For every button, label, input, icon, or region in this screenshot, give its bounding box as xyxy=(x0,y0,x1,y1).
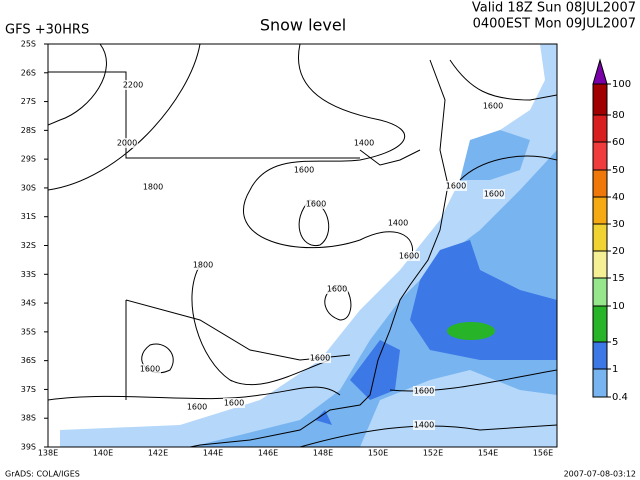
contour-label: 2000 xyxy=(117,139,137,148)
lat-label: 30S xyxy=(21,183,36,192)
colorbar-label: 10 xyxy=(612,301,625,312)
contour-label: 1800 xyxy=(193,261,213,270)
contour-label-bg xyxy=(398,251,420,261)
colorbar-swatch xyxy=(592,196,608,225)
contour-label: 1600 xyxy=(310,354,330,363)
contour-label: 1600 xyxy=(446,182,466,191)
colorbar-swatch xyxy=(592,83,608,116)
contour-label-bg xyxy=(186,402,208,412)
colorbar-label: 0.4 xyxy=(612,392,628,403)
contour-label-bg xyxy=(483,189,505,199)
contour-label-bg xyxy=(413,420,435,430)
lat-label: 28S xyxy=(21,126,36,135)
contour-label-bg xyxy=(122,80,144,90)
contour-label-bg xyxy=(116,138,138,148)
contour-label: 1600 xyxy=(224,399,244,408)
contour-label-bg xyxy=(223,398,245,408)
lat-label: 31S xyxy=(21,212,36,221)
contour-label: 1600 xyxy=(327,285,347,294)
contour-label-bg xyxy=(326,284,348,294)
contour-label-bg xyxy=(309,353,331,363)
software-credit: GrADS: COLA/IGES xyxy=(5,470,80,479)
colorbar-label: 50 xyxy=(612,165,625,176)
lat-label: 39S xyxy=(21,443,36,452)
lon-label: 148E xyxy=(313,449,333,458)
colorbar-label: 60 xyxy=(612,137,625,148)
valid-time: Valid 18Z Sun 08JUL2007 xyxy=(472,1,636,16)
contour-label-bg xyxy=(413,386,435,396)
lon-label: 144E xyxy=(203,449,223,458)
contour-label-bg xyxy=(445,181,467,191)
colorbar-swatch xyxy=(592,114,608,143)
contour-label-bg xyxy=(305,199,327,209)
contour-label: 1800 xyxy=(143,183,163,192)
lat-label: 27S xyxy=(21,97,36,106)
contour-label-bg xyxy=(353,138,375,148)
contour-label-bg xyxy=(142,182,164,192)
contour-label: 1600 xyxy=(399,252,419,261)
lon-label: 142E xyxy=(148,449,168,458)
contour-label-bg xyxy=(387,218,409,228)
colorbar-swatch xyxy=(592,368,608,398)
contour-label-bg xyxy=(293,165,315,175)
colorbar-swatch xyxy=(592,341,608,370)
colorbar: 100 80 60 50 40 30 20 15 10 5 1 0.4 xyxy=(592,58,631,403)
lon-label: 140E xyxy=(93,449,113,458)
lon-label: 146E xyxy=(258,449,278,458)
lat-label: 29S xyxy=(21,155,36,164)
contour-label: 1600 xyxy=(414,387,434,396)
colorbar-label: 100 xyxy=(612,79,631,90)
lat-label: 37S xyxy=(21,385,36,394)
colorbar-swatch xyxy=(592,250,608,279)
lon-label: 156E xyxy=(533,449,553,458)
lat-label: 32S xyxy=(21,241,36,250)
colorbar-label: 80 xyxy=(612,110,625,121)
contour-label: 1600 xyxy=(140,365,160,374)
lon-label: 154E xyxy=(478,449,498,458)
timestamp: 2007-07-08-03:12 xyxy=(564,470,636,479)
map: 25S 26S 27S 28S 29S 30S 31S 32S 33S 34S 35S 36S 37S 3… xyxy=(21,40,558,458)
contour-label: 2200 xyxy=(123,81,143,90)
contour-label: 1600 xyxy=(484,190,504,199)
colorbar-label: 5 xyxy=(612,337,618,348)
contour-label: 1400 xyxy=(354,139,374,148)
colorbar-arrow xyxy=(592,58,608,85)
colorbar-swatch xyxy=(592,223,608,252)
lon-label: 152E xyxy=(423,449,443,458)
lat-label: 35S xyxy=(21,327,36,336)
lat-label: 25S xyxy=(21,40,36,49)
colorbar-label: 30 xyxy=(612,219,625,230)
lon-label: 150E xyxy=(368,449,388,458)
colorbar-swatch xyxy=(592,305,608,343)
contour-label-bg xyxy=(482,101,504,111)
colorbar-label: 15 xyxy=(612,273,625,284)
lon-label: 138E xyxy=(38,449,58,458)
contour-label: 1600 xyxy=(483,102,503,111)
lat-label: 26S xyxy=(21,68,36,77)
model-label: GFS +30HRS xyxy=(5,23,89,38)
colorbar-swatch xyxy=(592,141,608,171)
contour-label: 1600 xyxy=(294,166,314,175)
title: Snow level xyxy=(260,16,346,35)
contour-label-bg xyxy=(139,364,161,374)
colorbar-label: 1 xyxy=(612,364,618,375)
contour-label: 1400 xyxy=(414,421,434,430)
contour-label: 1600 xyxy=(306,200,326,209)
colorbar-swatch xyxy=(592,277,608,307)
contour-label-bg xyxy=(192,260,214,270)
contour-label: 1400 xyxy=(388,219,408,228)
colorbar-label: 20 xyxy=(612,246,625,257)
lat-label: 36S xyxy=(21,356,36,365)
lat-label: 38S xyxy=(21,414,36,423)
colorbar-swatch xyxy=(592,169,608,198)
contour-label: 1600 xyxy=(187,403,207,412)
local-time: 0400EST Mon 09JUL2007 xyxy=(473,17,636,32)
lat-label: 34S xyxy=(21,299,36,308)
colorbar-label: 40 xyxy=(612,192,625,203)
lat-label: 33S xyxy=(21,270,36,279)
